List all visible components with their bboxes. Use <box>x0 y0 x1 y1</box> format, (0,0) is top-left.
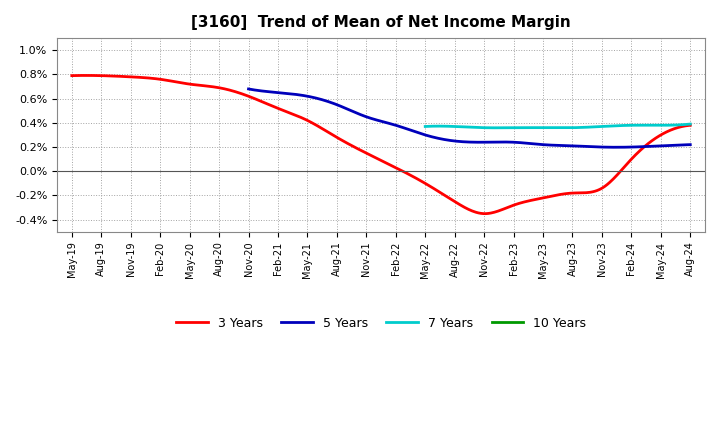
5 Years <box>454 139 463 144</box>
Line: 7 Years: 7 Years <box>426 124 690 128</box>
7 Years <box>579 125 588 130</box>
3 Years <box>437 191 446 196</box>
7 Years <box>421 124 430 129</box>
7 Years <box>680 122 689 127</box>
7 Years <box>565 125 574 130</box>
5 Years <box>686 142 695 147</box>
5 Years <box>611 145 620 150</box>
7 Years <box>492 125 500 130</box>
Title: [3160]  Trend of Mean of Net Income Margin: [3160] Trend of Mean of Net Income Margi… <box>192 15 571 30</box>
5 Years <box>606 145 615 150</box>
3 Years <box>686 123 695 128</box>
3 Years <box>577 190 585 195</box>
3 Years <box>362 151 371 156</box>
3 Years <box>403 171 412 176</box>
Line: 3 Years: 3 Years <box>72 75 690 214</box>
Legend: 3 Years, 5 Years, 7 Years, 10 Years: 3 Years, 5 Years, 7 Years, 10 Years <box>171 312 591 335</box>
7 Years <box>686 121 695 127</box>
Line: 5 Years: 5 Years <box>248 89 690 147</box>
3 Years <box>366 153 375 158</box>
5 Years <box>676 142 685 147</box>
7 Years <box>639 123 647 128</box>
5 Years <box>244 86 253 92</box>
3 Years <box>480 211 489 216</box>
3 Years <box>81 73 90 78</box>
3 Years <box>674 125 683 130</box>
5 Years <box>507 139 516 145</box>
3 Years <box>68 73 76 78</box>
5 Years <box>483 139 492 145</box>
7 Years <box>547 125 556 130</box>
7 Years <box>549 125 557 130</box>
5 Years <box>456 139 465 144</box>
